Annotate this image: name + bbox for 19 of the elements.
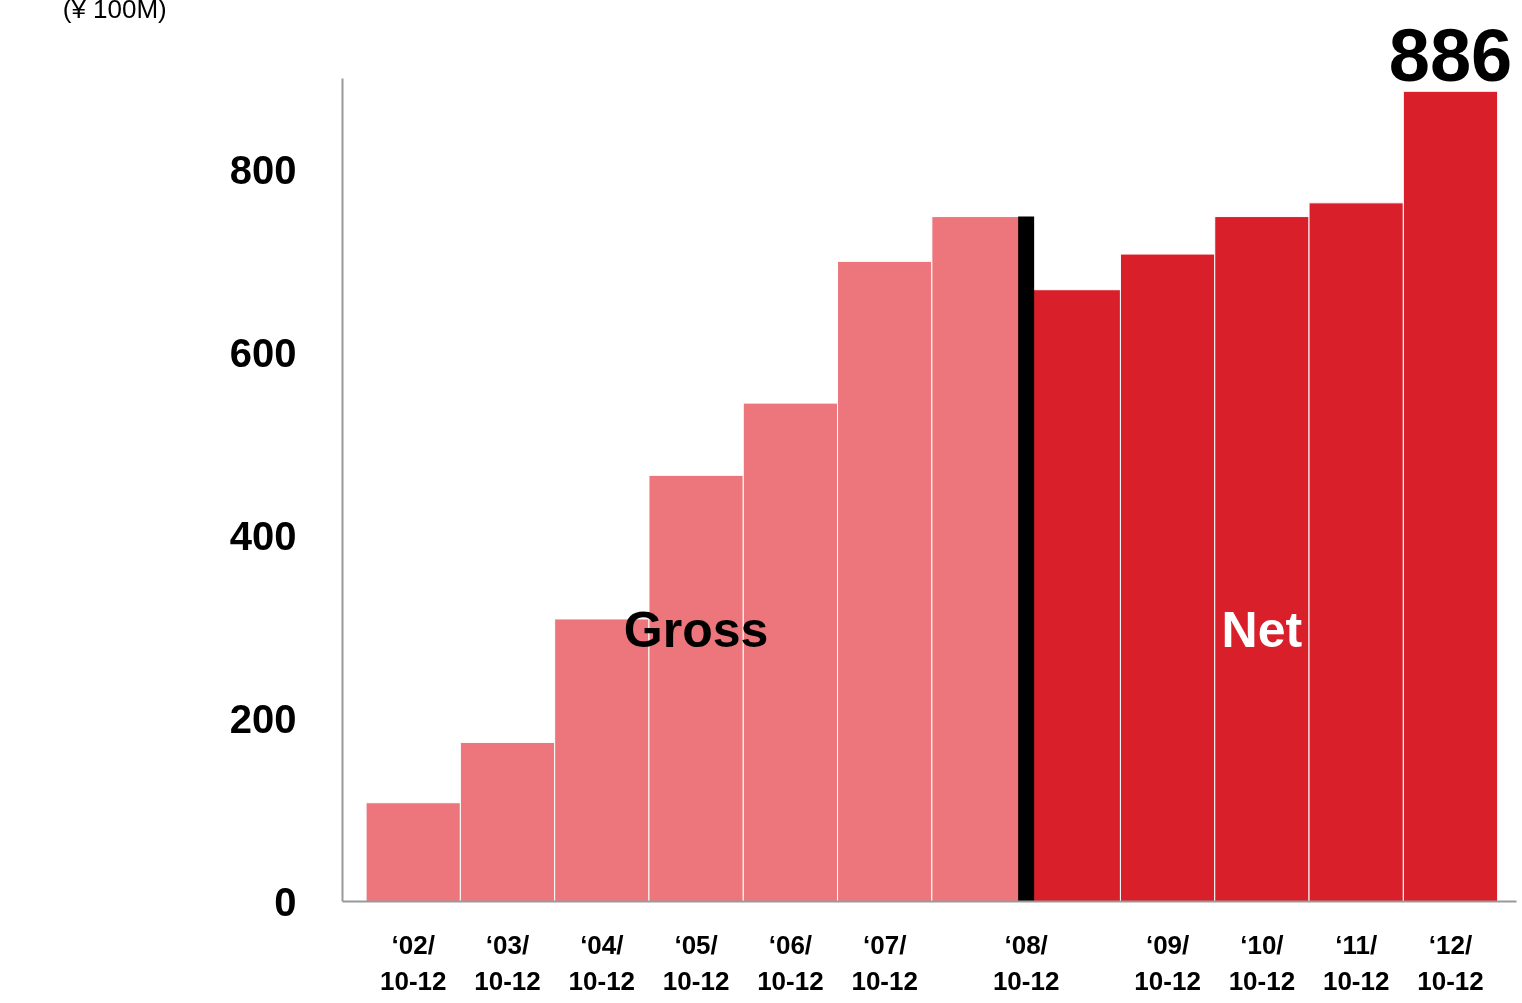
x-tick-label: ‘05/ 10-12	[662, 929, 730, 996]
annotation: 886	[1388, 14, 1513, 98]
x-tick-label: ‘03/ 10-12	[474, 929, 541, 996]
y-tick-label: 400	[229, 513, 297, 558]
x-tick-label: ‘12/ 10-12	[1417, 929, 1484, 996]
x-tick-label: ‘02/ 10-12	[379, 929, 447, 996]
x-tick-label: ‘09/ 10-12	[1134, 929, 1201, 996]
x-tick-label: ‘07/ 10-12	[851, 929, 918, 996]
x-tick-label: ‘04/ 10-12	[568, 929, 636, 996]
x-tick-label: ‘10/ 10-12	[1228, 929, 1296, 996]
x-tick-label: ‘08/ 10-12	[992, 929, 1060, 996]
x-tick-label: ‘06/ 10-12	[757, 929, 824, 996]
series-label: Gross	[623, 601, 769, 658]
y-tick-label: 600	[229, 330, 297, 375]
x-tick-label: ‘11/ 10-12	[1322, 929, 1390, 996]
y-tick-label: 800	[229, 147, 297, 192]
y-tick-label: 0	[274, 879, 297, 924]
series-label: Net	[1221, 601, 1303, 658]
y-tick-label: 200	[229, 696, 297, 741]
